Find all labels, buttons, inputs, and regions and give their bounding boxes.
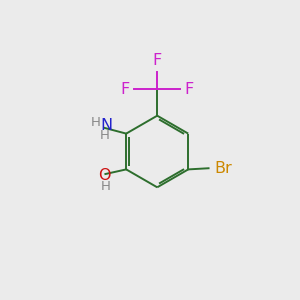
Text: N: N <box>100 118 112 133</box>
Text: O: O <box>98 168 110 183</box>
Text: F: F <box>153 52 162 68</box>
Text: H: H <box>99 129 109 142</box>
Text: Br: Br <box>214 161 232 176</box>
Text: H: H <box>100 180 110 193</box>
Text: F: F <box>121 82 130 97</box>
Text: H: H <box>91 116 101 129</box>
Text: F: F <box>184 82 194 97</box>
